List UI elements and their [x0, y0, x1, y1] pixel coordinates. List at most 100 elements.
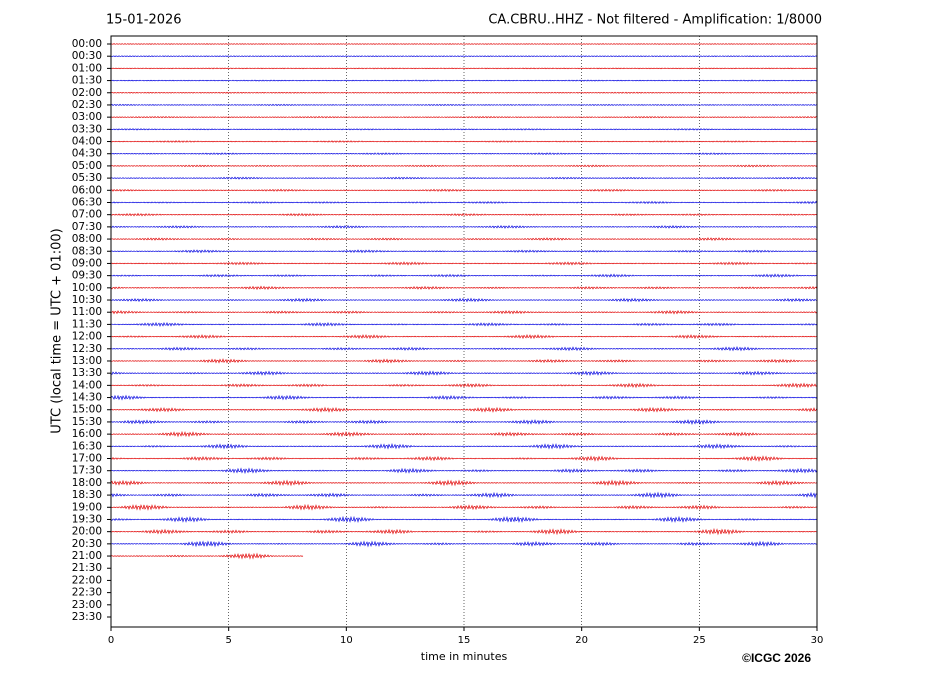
y-tick-label: 16:00: [72, 428, 102, 440]
y-tick-label: 08:00: [72, 233, 102, 245]
trace: [110, 152, 818, 156]
y-axis-label: UTC (local time = UTC + 01:00): [50, 228, 65, 433]
trace: [110, 503, 818, 511]
trace: [111, 43, 818, 45]
trace: [110, 430, 818, 438]
y-tick-label: 03:30: [72, 123, 102, 135]
y-tick-label: 00:30: [72, 50, 102, 62]
trace: [110, 515, 818, 523]
y-tick-label: 13:00: [72, 355, 102, 367]
trace: [110, 79, 818, 82]
trace: [110, 382, 818, 389]
x-tick-label: 5: [225, 635, 231, 646]
trace: [110, 91, 818, 94]
trace: [110, 540, 818, 548]
x-tick-label: 25: [693, 635, 706, 646]
y-tick-label: 01:30: [72, 75, 102, 87]
y-tick-label: 01:00: [72, 62, 102, 74]
trace: [110, 237, 818, 242]
trace: [110, 212, 818, 217]
trace: [110, 188, 818, 192]
trace: [110, 321, 818, 327]
y-tick-label: 00:00: [72, 38, 102, 50]
y-tick-label: 17:30: [72, 465, 102, 477]
y-tick-label: 17:00: [72, 453, 102, 465]
chart-title: CA.CBRU..HHZ - Not filtered - Amplificat…: [488, 13, 822, 28]
x-tick-label: 15: [458, 635, 471, 646]
trace: [110, 479, 818, 487]
y-tick-label: 21:30: [72, 562, 102, 574]
y-tick-label: 07:30: [72, 221, 102, 233]
x-axis-label: time in minutes: [421, 650, 508, 663]
y-tick-label: 11:00: [72, 306, 102, 318]
y-tick-label: 18:30: [72, 489, 102, 501]
y-tick-label: 12:30: [72, 343, 102, 355]
x-tick-label: 30: [811, 635, 824, 646]
y-tick-label: 08:30: [72, 245, 102, 257]
y-tick-label: 19:00: [72, 501, 102, 513]
y-tick-label: 19:30: [72, 513, 102, 525]
y-tick-label: 23:30: [72, 611, 102, 623]
y-tick-label: 15:00: [72, 404, 102, 416]
y-tick-label: 18:00: [72, 477, 102, 489]
y-tick-label: 14:00: [72, 379, 102, 391]
y-tick-label: 06:30: [72, 196, 102, 208]
trace: [110, 285, 818, 291]
y-tick-label: 16:30: [72, 440, 102, 452]
y-tick-label: 10:00: [72, 282, 102, 294]
trace: [110, 552, 304, 560]
date: 15-01-2026: [106, 13, 182, 28]
y-tick-label: 05:30: [72, 172, 102, 184]
trace: [110, 442, 818, 450]
trace: [110, 128, 818, 131]
y-tick-label: 10:30: [72, 294, 102, 306]
trace: [110, 261, 818, 266]
y-tick-label: 21:00: [72, 550, 102, 562]
y-tick-label: 07:00: [72, 209, 102, 221]
trace: [110, 394, 818, 401]
y-tick-label: 22:30: [72, 587, 102, 599]
trace: [110, 527, 818, 536]
copyright: ©ICGC 2026: [742, 651, 811, 665]
y-tick-label: 13:30: [72, 367, 102, 379]
trace: [110, 467, 818, 475]
y-tick-label: 11:30: [72, 318, 102, 330]
x-tick-label: 20: [575, 635, 588, 646]
trace: [110, 115, 818, 119]
trace: [110, 103, 818, 107]
y-tick-label: 04:00: [72, 136, 102, 148]
y-tick-label: 12:00: [72, 331, 102, 343]
trace: [110, 176, 818, 180]
trace: [110, 224, 818, 229]
trace: [110, 309, 818, 315]
trace: [110, 491, 818, 499]
trace: [110, 164, 818, 168]
y-tick-label: 23:00: [72, 599, 102, 611]
y-tick-label: 06:00: [72, 184, 102, 196]
trace: [110, 297, 818, 303]
trace: [110, 140, 818, 143]
y-tick-label: 09:00: [72, 257, 102, 269]
y-tick-label: 15:30: [72, 416, 102, 428]
x-tick-label: 10: [340, 635, 353, 646]
trace: [110, 249, 818, 254]
trace: [110, 406, 818, 413]
trace: [110, 67, 818, 70]
trace: [110, 370, 818, 377]
trace: [110, 358, 818, 364]
trace: [110, 273, 818, 278]
y-tick-label: 14:30: [72, 392, 102, 404]
y-tick-label: 09:30: [72, 270, 102, 282]
y-tick-label: 04:30: [72, 148, 102, 160]
plot-frame: [110, 35, 818, 628]
y-tick-label: 20:30: [72, 538, 102, 550]
y-tick-label: 02:30: [72, 99, 102, 111]
y-tick-label: 02:00: [72, 87, 102, 99]
trace: [110, 55, 818, 58]
trace: [110, 346, 818, 352]
x-tick-label: 0: [108, 635, 114, 646]
y-tick-label: 05:00: [72, 160, 102, 172]
y-tick-label: 22:00: [72, 574, 102, 586]
trace: [110, 333, 818, 340]
